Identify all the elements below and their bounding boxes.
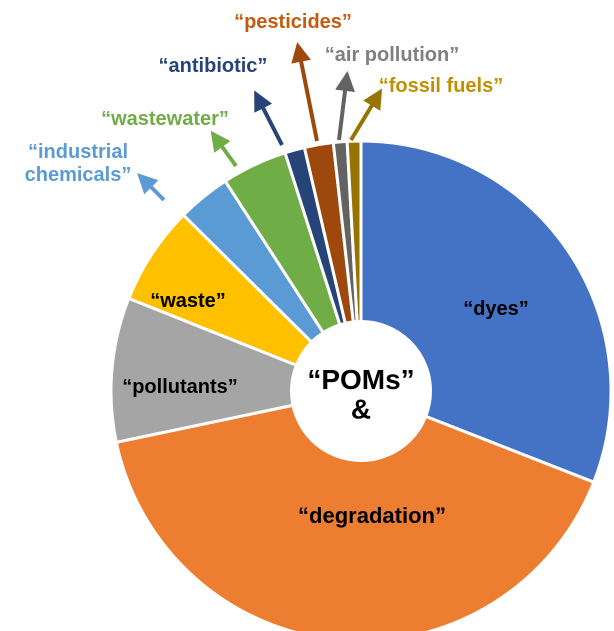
slice-label-pollutants: “pollutants” <box>122 376 238 398</box>
slice-label-dyes: “dyes” <box>463 298 529 320</box>
slice-label-pesticides: “pesticides” <box>234 11 352 33</box>
callout-arrow-air-pollution <box>335 71 355 141</box>
callout-arrow-pesticides <box>291 42 319 142</box>
callout-arrows <box>137 42 383 202</box>
callout-arrow-wastewater <box>210 130 238 168</box>
slice-labels: “dyes” “degradation” “pollutants” “waste” “i… <box>25 11 529 528</box>
pie-slice-pollutants <box>109 296 363 444</box>
slice-label-degradation: “degradation” <box>298 503 446 528</box>
slice-label-antibiotic: “antibiotic” <box>159 55 268 77</box>
slice-label-industrial-chemicals: “industrial chemicals” <box>25 141 132 186</box>
slice-label-waste: “waste” <box>150 290 226 312</box>
slice-label-air-pollution: “air pollution” <box>325 44 459 66</box>
center-label: “POMs” & <box>307 364 414 424</box>
callout-arrow-antibiotic <box>254 90 284 146</box>
slice-label-fossil-fuels: “fossil fuels” <box>379 75 503 97</box>
slice-label-wastewater: “wastewater” <box>101 108 229 130</box>
callout-arrow-industrial-chemicals <box>137 173 166 202</box>
callout-arrow-fossil-fuels <box>349 88 383 142</box>
pie-slice-degradation <box>114 389 596 631</box>
center-text: “POMs” & <box>307 364 414 424</box>
center-circle <box>290 320 432 462</box>
